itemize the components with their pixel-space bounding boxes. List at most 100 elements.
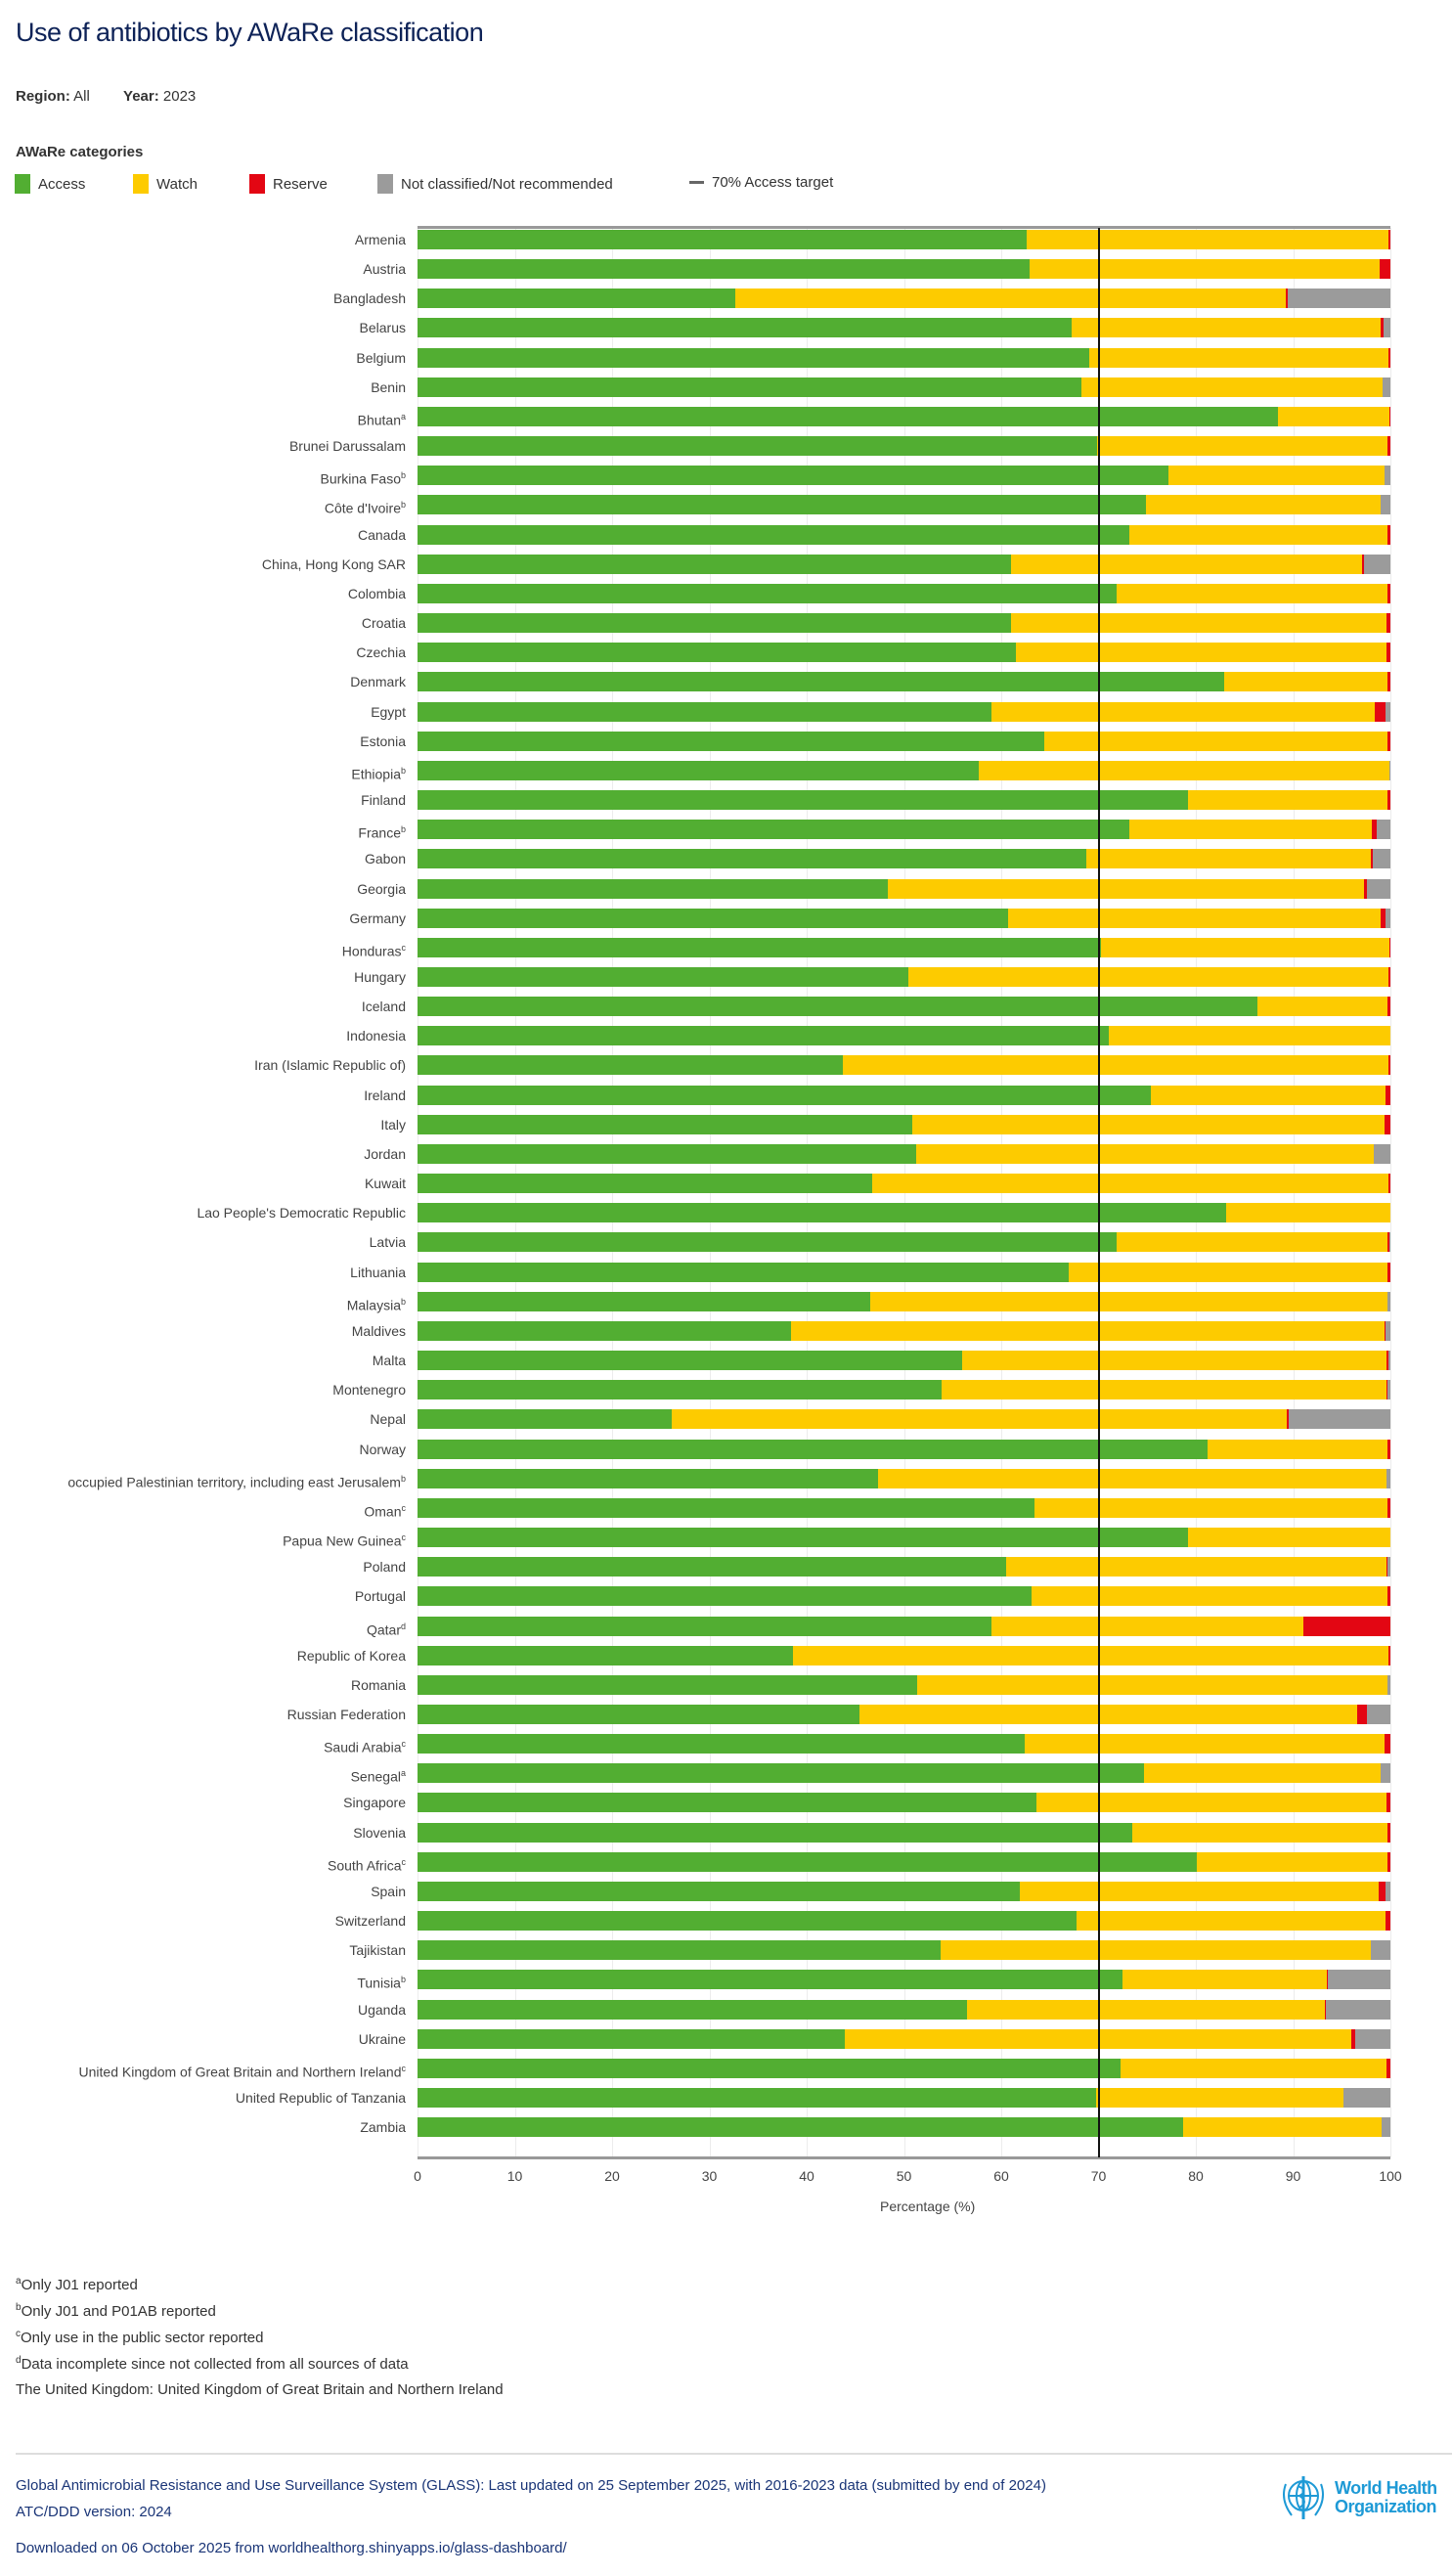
not-classified-segment: [1388, 760, 1390, 780]
reserve-segment: [1387, 790, 1390, 811]
access-segment: [418, 1940, 942, 1961]
access-segment: [418, 760, 980, 780]
country-label: Ethiopiab: [351, 765, 406, 782]
access-segment: [418, 1645, 794, 1666]
bar-row: [418, 1291, 1390, 1311]
access-segment: [418, 1026, 1110, 1046]
bar-row: [418, 937, 1390, 957]
not-classified-segment: [1386, 1380, 1390, 1400]
x-tick-label: 20: [604, 2168, 620, 2184]
logo-line-1: World Health: [1335, 2478, 1437, 2498]
country-label: Republic of Korea: [296, 1647, 406, 1664]
country-label: Brunei Darussalam: [288, 438, 406, 455]
bar-row: [418, 1970, 1390, 1990]
country-label: Romania: [350, 1676, 406, 1693]
country-label: Belarus: [359, 320, 406, 336]
country-label: Switzerland: [334, 1913, 406, 1930]
year-value: 2023: [162, 88, 197, 105]
country-label: Spain: [371, 1883, 406, 1899]
logo-line-2: Organization: [1335, 2497, 1437, 2516]
access-segment: [418, 2028, 845, 2049]
access-segment: [418, 377, 1081, 397]
watch-segment: [1122, 1970, 1328, 1990]
source-note: Global Antimicrobial Resistance and Use …: [16, 2477, 1046, 2494]
bar-row: [418, 1674, 1390, 1695]
footnote: The United Kingdom: United Kingdom of Gr…: [16, 2381, 504, 2398]
watch-segment: [1183, 2117, 1383, 2138]
not-classified-segment: [1328, 1970, 1390, 1990]
access-segment: [418, 1705, 859, 1724]
legend-label: 70% Access target: [712, 174, 834, 191]
country-label: Slovenia: [353, 1824, 406, 1841]
access-segment: [418, 967, 909, 987]
country-label: Singapore: [343, 1795, 406, 1811]
legend-item-not-classified: Not classified/Not recommended: [377, 174, 613, 194]
who-emblem-icon: [1283, 2476, 1324, 2519]
bar-row: [418, 495, 1390, 515]
axis-line-top: [418, 226, 1390, 229]
not-classified-segment: [1355, 2028, 1390, 2049]
access-segment: [418, 289, 736, 309]
access-segment: [418, 878, 888, 899]
reserve-segment: [1387, 1851, 1390, 1872]
watch-segment: [1256, 997, 1387, 1017]
watch-segment: [1010, 613, 1386, 634]
country-label: Côte d'Ivoireb: [324, 500, 406, 517]
watch-segment: [842, 1055, 1388, 1076]
footer-divider: [16, 2453, 1452, 2455]
x-tick-label: 70: [1090, 2168, 1107, 2184]
access-segment: [418, 613, 1011, 634]
access-segment: [418, 997, 1257, 1017]
watch-segment: [1117, 1232, 1387, 1253]
access-segment: [418, 937, 1102, 957]
watch-segment: [1007, 908, 1382, 928]
not-classified-segment: [1386, 1468, 1390, 1488]
country-label: Denmark: [350, 674, 406, 690]
reserve-segment: [1386, 1557, 1387, 1577]
bar-row: [418, 1085, 1390, 1105]
bar-row: [418, 613, 1390, 634]
country-label: Qatard: [366, 1621, 406, 1638]
not-classified-segment: [1326, 1999, 1390, 2020]
bar-row: [418, 1409, 1390, 1430]
reserve-segment: [1387, 230, 1390, 249]
legend-item-watch: Watch: [133, 174, 198, 194]
country-label: Hungary: [354, 969, 406, 985]
reserve-segment: [1381, 908, 1386, 928]
watch-segment: [942, 1380, 1386, 1400]
access-segment: [418, 1055, 843, 1076]
watch-segment: [1225, 1203, 1390, 1223]
bar-row: [418, 760, 1390, 780]
legend-item-target: 70% Access target: [689, 174, 833, 191]
watch-segment: [991, 1616, 1304, 1636]
access-segment: [418, 1351, 963, 1371]
watch-segment: [1096, 436, 1387, 457]
country-label: Germany: [349, 910, 406, 926]
not-classified-segment: [1387, 1674, 1390, 1695]
country-label: Ireland: [364, 1087, 406, 1103]
not-classified-segment: [1377, 820, 1390, 840]
bar-row: [418, 820, 1390, 840]
bar-row: [418, 790, 1390, 811]
access-segment: [418, 672, 1224, 692]
bar-row: [418, 1320, 1390, 1341]
year-label: Year:: [123, 88, 159, 105]
access-segment: [418, 1439, 1208, 1459]
country-label: Czechia: [356, 644, 406, 661]
reserve-segment: [1386, 643, 1390, 663]
watch-segment: [1129, 524, 1387, 545]
country-label: Armenia: [354, 232, 406, 247]
country-label: Papua New Guineac: [283, 1532, 406, 1549]
access-segment: [418, 1174, 872, 1194]
reserve-segment: [1386, 1793, 1390, 1813]
watch-segment: [1101, 937, 1389, 957]
access-segment: [418, 1409, 672, 1430]
bar-row: [418, 1262, 1390, 1282]
country-label: Canada: [357, 526, 406, 543]
reserve-segment: [1387, 1262, 1390, 1282]
country-label: Russian Federation: [286, 1707, 406, 1722]
access-segment: [418, 406, 1278, 426]
reserve-segment: [1327, 1970, 1329, 1990]
country-label: United Republic of Tanzania: [235, 2090, 406, 2107]
access-segment: [418, 1586, 1032, 1607]
